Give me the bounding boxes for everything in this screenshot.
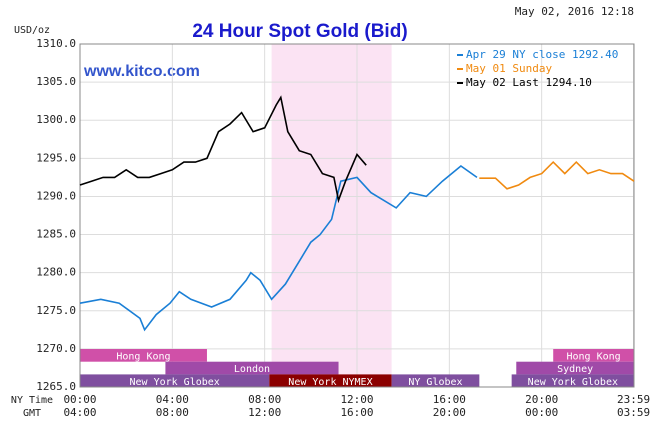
- session-label: NY Globex: [408, 377, 462, 388]
- session-label: Hong Kong: [116, 351, 170, 362]
- x-tick-label: 16:00: [433, 393, 466, 406]
- x2-tick-label: 03:59: [617, 406, 650, 419]
- legend-label: Apr 29 NY close 1292.40: [466, 48, 618, 61]
- y-tick-label: 1310.0: [36, 37, 76, 50]
- y-tick-label: 1295.0: [36, 151, 76, 164]
- x-tick-label: 00:00: [63, 393, 96, 406]
- series-line: [79, 95, 367, 204]
- legend-label: May 01 Sunday: [466, 62, 552, 75]
- session-band: [80, 349, 207, 362]
- x-tick-label: 20:00: [525, 393, 558, 406]
- session-band: [553, 349, 634, 362]
- timestamp: May 02, 2016 12:18: [515, 5, 634, 18]
- x2-axis-label: GMT: [23, 408, 41, 419]
- session-label: New York Globex: [129, 377, 219, 388]
- x-tick-label: 04:00: [156, 393, 189, 406]
- session-band: [511, 374, 634, 388]
- x-tick-label: 12:00: [340, 393, 373, 406]
- session-band: [165, 361, 339, 375]
- y-tick-label: 1305.0: [36, 75, 76, 88]
- x2-tick-label: 16:00: [340, 406, 373, 419]
- session-band: [269, 374, 392, 388]
- x2-tick-label: 08:00: [156, 406, 189, 419]
- y-tick-label: 1290.0: [36, 189, 76, 202]
- x-axis-label: NY Time: [11, 395, 53, 406]
- x-tick-label: 23:59: [617, 393, 650, 406]
- session-band: [391, 374, 480, 388]
- session-band: [516, 361, 634, 375]
- series-line: [479, 160, 635, 190]
- y-tick-label: 1270.0: [36, 342, 76, 355]
- session-label: Sydney: [557, 364, 593, 375]
- plot-frame: [79, 43, 635, 388]
- chart-title: 24 Hour Spot Gold (Bid): [192, 21, 407, 42]
- session-label: New York NYMEX: [288, 377, 372, 388]
- session-label: London: [234, 364, 270, 375]
- y-tick-label: 1280.0: [36, 266, 76, 279]
- x2-tick-label: 04:00: [63, 406, 96, 419]
- x2-tick-label: 12:00: [248, 406, 281, 419]
- session-label: Hong Kong: [567, 351, 621, 362]
- highlight: [271, 44, 392, 387]
- session-label: New York Globex: [528, 377, 618, 388]
- watermark: www.kitco.com: [83, 63, 200, 80]
- y-tick-label: 1285.0: [36, 228, 76, 241]
- y-tick-label: 1300.0: [36, 113, 76, 126]
- y-tick-label: 1265.0: [36, 380, 76, 393]
- series-line: [79, 164, 478, 332]
- session-band: [80, 374, 270, 388]
- x-tick-label: 08:00: [248, 393, 281, 406]
- legend-label: May 02 Last 1294.10: [466, 76, 592, 89]
- x2-tick-label: 20:00: [433, 406, 466, 419]
- x2-tick-label: 00:00: [525, 406, 558, 419]
- y-tick-label: 1275.0: [36, 304, 76, 317]
- y-axis-label: USD/oz: [14, 25, 50, 36]
